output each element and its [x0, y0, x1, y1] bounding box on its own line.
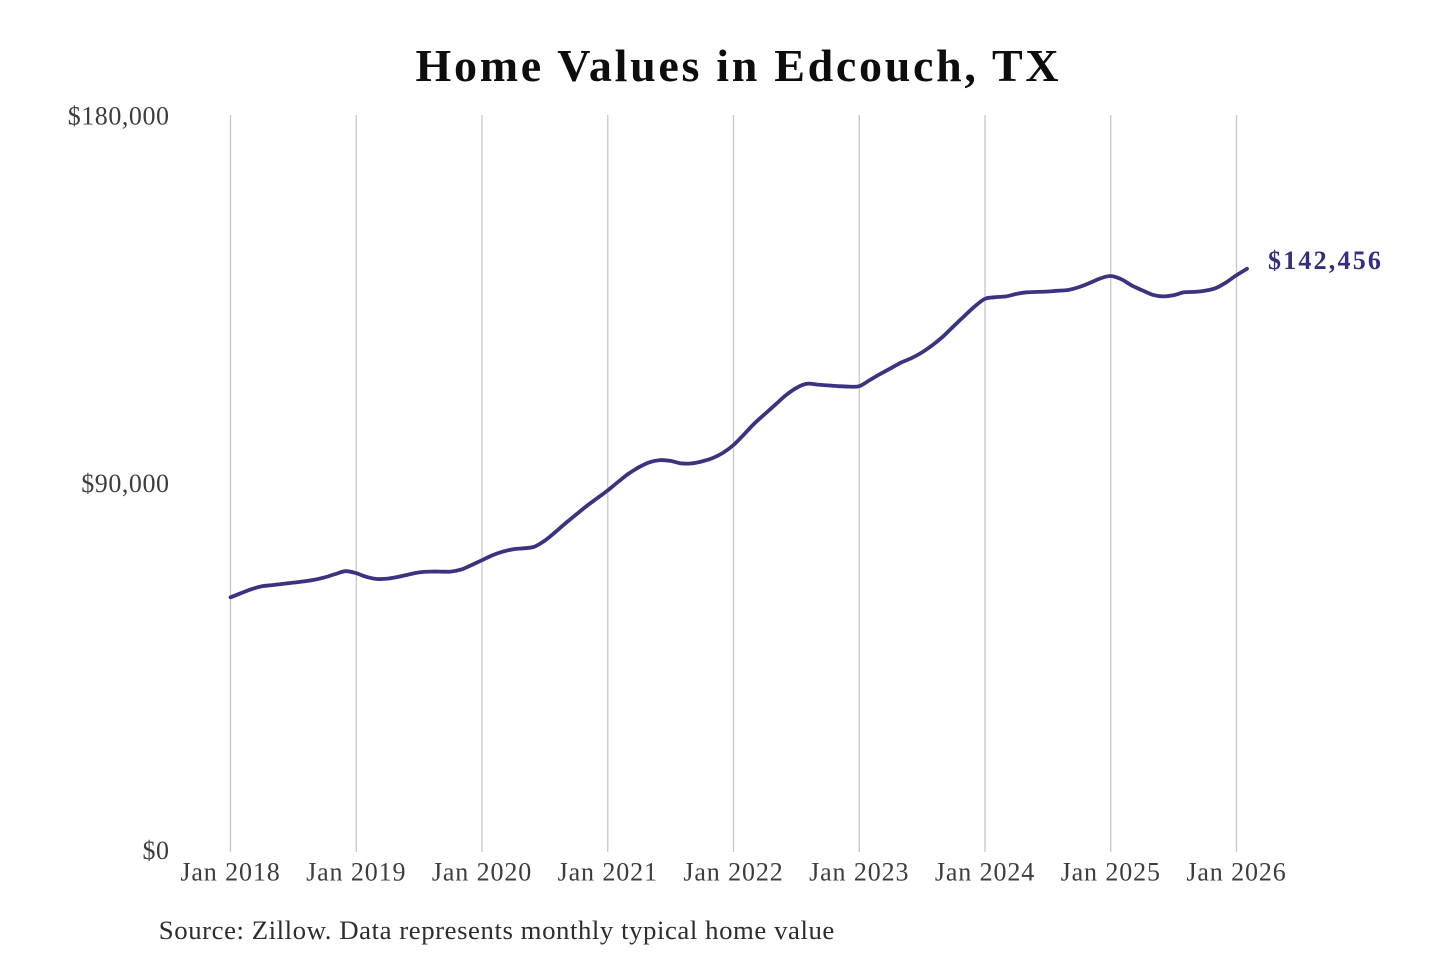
- svg-text:Home Values in Edcouch, TX: Home Values in Edcouch, TX: [416, 40, 1062, 91]
- svg-text:Source: Zillow. Data represent: Source: Zillow. Data represents monthly …: [159, 915, 835, 945]
- svg-text:Jan 2024: Jan 2024: [935, 858, 1035, 887]
- svg-text:$180,000: $180,000: [68, 101, 170, 130]
- svg-text:Jan 2025: Jan 2025: [1061, 858, 1161, 887]
- svg-text:$90,000: $90,000: [81, 469, 169, 498]
- svg-text:Jan 2021: Jan 2021: [558, 858, 658, 887]
- svg-text:Jan 2018: Jan 2018: [180, 858, 280, 887]
- svg-text:Jan 2023: Jan 2023: [809, 858, 909, 887]
- svg-text:$142,456: $142,456: [1268, 246, 1383, 275]
- svg-text:Jan 2020: Jan 2020: [432, 858, 532, 887]
- svg-text:$0: $0: [142, 836, 169, 865]
- svg-text:Jan 2026: Jan 2026: [1186, 858, 1286, 887]
- svg-text:Jan 2022: Jan 2022: [683, 858, 783, 887]
- svg-text:Jan 2019: Jan 2019: [306, 858, 406, 887]
